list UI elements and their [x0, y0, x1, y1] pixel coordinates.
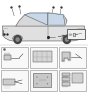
- Bar: [62, 82, 70, 86]
- Bar: [30, 46, 57, 68]
- Bar: [30, 70, 57, 91]
- Polygon shape: [49, 13, 65, 25]
- Polygon shape: [62, 52, 70, 61]
- Bar: [59, 46, 86, 68]
- Bar: [59, 70, 86, 91]
- Bar: [1, 46, 28, 68]
- Circle shape: [15, 37, 20, 42]
- Circle shape: [47, 76, 48, 78]
- Circle shape: [13, 35, 22, 44]
- Bar: [4, 55, 11, 60]
- Bar: [72, 73, 83, 83]
- Bar: [1, 70, 28, 91]
- Circle shape: [62, 35, 71, 44]
- Bar: [3, 79, 15, 85]
- Polygon shape: [25, 13, 48, 25]
- Bar: [62, 73, 70, 76]
- Circle shape: [36, 76, 38, 78]
- Circle shape: [36, 83, 38, 84]
- Bar: [33, 51, 52, 62]
- Bar: [62, 77, 70, 81]
- Circle shape: [47, 83, 48, 84]
- Polygon shape: [16, 13, 67, 26]
- Bar: [73, 33, 75, 36]
- Bar: [33, 73, 51, 87]
- FancyBboxPatch shape: [67, 29, 85, 39]
- Polygon shape: [3, 26, 84, 41]
- Circle shape: [65, 37, 69, 42]
